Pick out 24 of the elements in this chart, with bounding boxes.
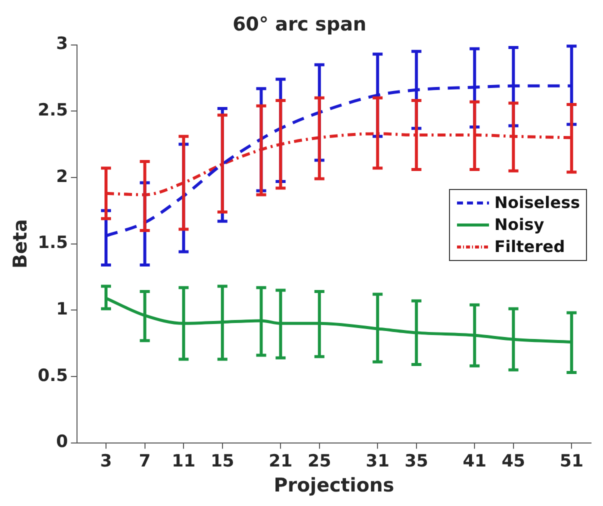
y-tick-label: 1 (56, 300, 68, 320)
x-tick-label: 15 (210, 451, 234, 472)
legend-label: Noiseless (494, 192, 580, 214)
x-tick-label: 31 (366, 451, 390, 472)
y-tick-label: 0 (56, 432, 68, 452)
chart-title: 60° arc span (232, 13, 366, 36)
y-tick-label: 1.5 (38, 233, 68, 254)
x-tick-label: 35 (404, 451, 428, 472)
x-tick-label: 25 (308, 451, 332, 472)
x-tick-label: 3 (100, 451, 112, 472)
y-axis-title: Beta (9, 219, 32, 268)
x-tick-label: 21 (268, 451, 292, 472)
y-tick-label: 2 (56, 166, 68, 187)
x-axis-title: Projections (274, 474, 394, 497)
x-tick-label: 41 (462, 451, 486, 472)
x-tick-label: 11 (172, 451, 196, 472)
y-tick-label: 0.5 (38, 366, 68, 386)
x-tick-label: 45 (502, 451, 526, 472)
legend-label: Noisy (494, 214, 544, 236)
y-tick-label: 3 (56, 34, 68, 54)
x-tick-label: 51 (560, 451, 584, 472)
x-tick-label: 7 (138, 451, 151, 472)
legend-label: Filtered (494, 236, 565, 258)
y-tick-label: 2.5 (38, 100, 68, 121)
